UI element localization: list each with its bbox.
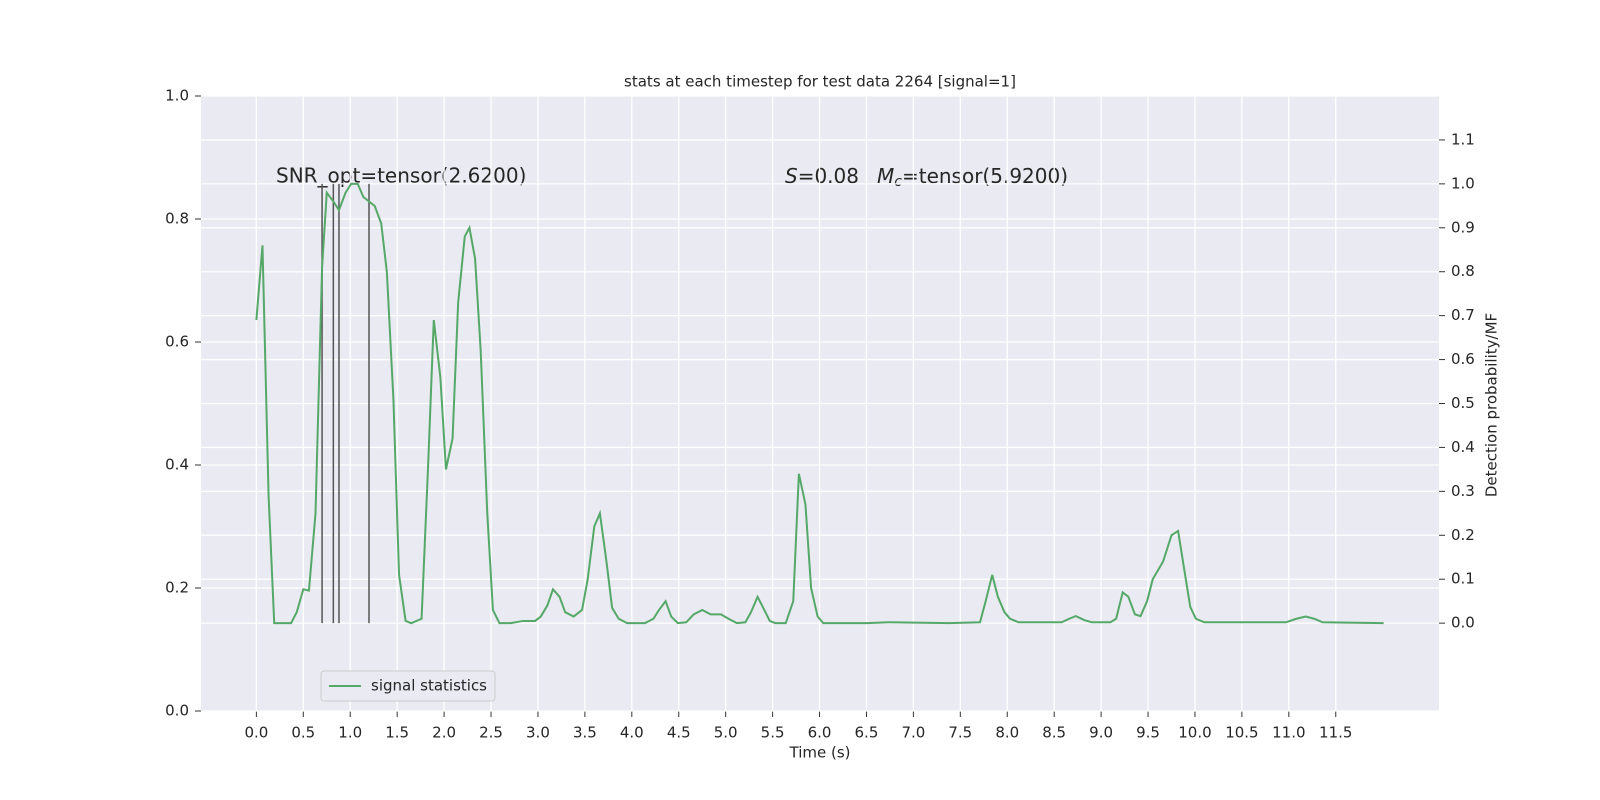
chart-title: stats at each timestep for test data 226… xyxy=(624,73,1016,91)
x-tick-label: 1.0 xyxy=(338,724,362,742)
annotation-part: S xyxy=(785,164,798,188)
y2-tick-label: 1.1 xyxy=(1451,130,1475,148)
x-tick-label: 2.0 xyxy=(432,724,456,742)
y2-axis-label: Detection probability/MF xyxy=(1483,313,1501,497)
annotation: S=0.08 Mc=tensor(5.9200) xyxy=(785,164,1068,191)
x-tick-label: 11.0 xyxy=(1272,724,1305,742)
x-tick-label: 9.0 xyxy=(1089,724,1113,742)
legend-label: signal statistics xyxy=(371,677,487,695)
x-tick-label: 8.5 xyxy=(1042,724,1066,742)
annotation-part: M xyxy=(877,164,894,188)
x-tick-label: 4.5 xyxy=(667,724,691,742)
y2-tick-label: 1.0 xyxy=(1451,174,1475,192)
x-axis-label: Time (s) xyxy=(789,744,851,762)
annotation-part: c xyxy=(894,174,902,190)
y2-tick-label: 0.2 xyxy=(1451,526,1475,544)
x-tick-label: 5.5 xyxy=(761,724,785,742)
x-tick-label: 7.0 xyxy=(901,724,925,742)
x-tick-label: 11.5 xyxy=(1319,724,1352,742)
x-tick-label: 6.5 xyxy=(855,724,879,742)
x-tick-label: 0.5 xyxy=(291,724,315,742)
y2-tick-label: 0.7 xyxy=(1451,306,1475,324)
y-tick-label: 0.6 xyxy=(165,333,189,351)
x-tick-label: 8.0 xyxy=(995,724,1019,742)
x-tick-label: 4.0 xyxy=(620,724,644,742)
x-tick-label: 10.0 xyxy=(1178,724,1211,742)
legend: signal statistics xyxy=(320,670,496,702)
y2-tick-label: 0.8 xyxy=(1451,262,1475,280)
data-line xyxy=(255,182,1384,625)
x-tick-label: 1.5 xyxy=(385,724,409,742)
y2-tick-label: 0.1 xyxy=(1451,570,1475,588)
x-tick-label: 2.5 xyxy=(479,724,503,742)
y-tick-label: 0.0 xyxy=(165,702,189,720)
x-tick-label: 3.0 xyxy=(526,724,550,742)
y-tick-label: 1.0 xyxy=(165,87,189,105)
y2-tick-label: 0.3 xyxy=(1451,482,1475,500)
x-tick-label: 7.5 xyxy=(948,724,972,742)
y-tick-label: 0.2 xyxy=(165,579,189,597)
y-tick-label: 0.4 xyxy=(165,456,189,474)
y2-tick-label: 0.6 xyxy=(1451,350,1475,368)
x-tick-label: 6.0 xyxy=(808,724,832,742)
y2-tick-label: 0.9 xyxy=(1451,218,1475,236)
x-tick-label: 9.5 xyxy=(1136,724,1160,742)
legend-box xyxy=(320,670,496,702)
y-tick-label: 0.8 xyxy=(165,210,189,228)
x-tick-label: 5.0 xyxy=(714,724,738,742)
x-tick-label: 0.0 xyxy=(244,724,268,742)
x-tick-label: 10.5 xyxy=(1225,724,1258,742)
y2-tick-label: 0.0 xyxy=(1451,614,1475,632)
x-tick-label: 3.5 xyxy=(573,724,597,742)
y2-tick-label: 0.4 xyxy=(1451,438,1475,456)
y2-tick-label: 0.5 xyxy=(1451,394,1475,412)
